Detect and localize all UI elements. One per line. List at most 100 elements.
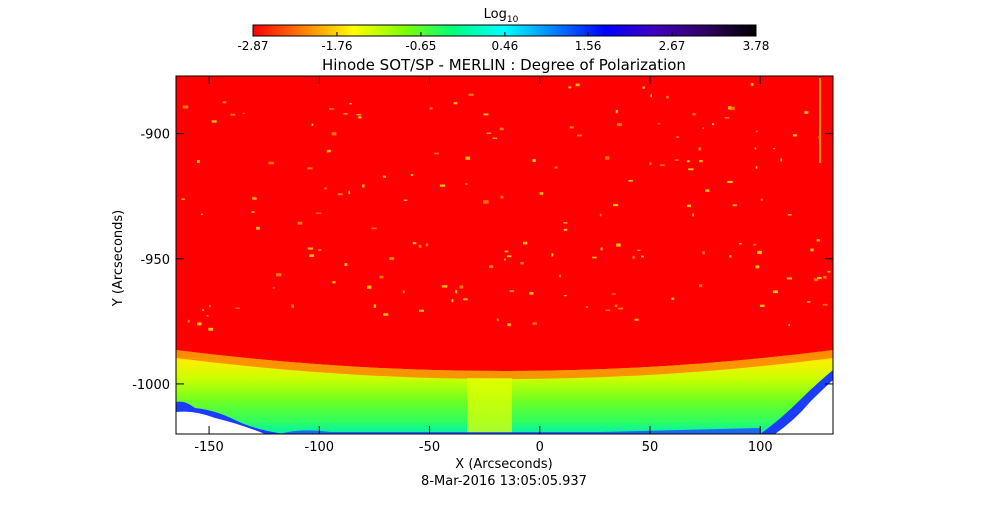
- speckle: [724, 117, 730, 119]
- speckle: [465, 183, 468, 185]
- speckle: [628, 179, 633, 182]
- speckle: [599, 213, 602, 217]
- speckle: [402, 290, 405, 293]
- colorbar-label-subscript: 10: [507, 15, 519, 25]
- speckle: [686, 160, 690, 163]
- scan-artifact: [467, 378, 512, 434]
- speckle: [792, 134, 797, 137]
- speckle: [529, 292, 534, 295]
- heatmap-image: [176, 76, 833, 434]
- speckle: [332, 281, 336, 284]
- speckle: [307, 247, 313, 250]
- speckle: [389, 257, 395, 261]
- speckle: [605, 309, 610, 312]
- speckle: [760, 198, 763, 201]
- speckle: [666, 95, 669, 99]
- speckle: [291, 304, 295, 308]
- limb-transition: [176, 350, 833, 379]
- x-tick-label: 50: [642, 440, 659, 455]
- colorbar-tick-label: 2.67: [659, 39, 686, 53]
- speckle: [702, 127, 705, 129]
- speckle: [235, 307, 240, 309]
- speckle: [705, 189, 710, 192]
- speckle: [324, 187, 327, 190]
- speckle: [348, 190, 351, 195]
- speckle: [676, 136, 679, 138]
- speckle: [558, 274, 562, 278]
- y-tick-label: -950: [140, 253, 170, 268]
- speckle: [753, 243, 757, 246]
- speckle: [211, 120, 217, 123]
- speckle: [362, 184, 365, 188]
- speckle: [554, 166, 558, 169]
- speckle: [674, 159, 679, 161]
- speckle: [818, 136, 821, 139]
- speckle: [504, 258, 506, 261]
- colorbar-tick-label: -1.76: [321, 39, 352, 53]
- x-tick-label: -150: [194, 440, 224, 455]
- speckle: [439, 184, 446, 187]
- speckle: [276, 273, 282, 277]
- speckle: [331, 132, 337, 136]
- speckle: [634, 318, 639, 321]
- x-axis-label: X (Arcseconds): [455, 457, 552, 472]
- speckle: [252, 197, 257, 200]
- speckle: [810, 248, 814, 252]
- speckle: [492, 137, 498, 139]
- speckle: [197, 322, 202, 326]
- speckle: [702, 251, 705, 255]
- speckle: [551, 253, 554, 257]
- speckle: [202, 309, 205, 311]
- speckle: [727, 180, 733, 183]
- y-axis-label: Y (Arcseconds): [111, 210, 126, 307]
- speckle: [755, 265, 760, 269]
- speckle: [326, 149, 331, 153]
- speckle: [699, 284, 703, 288]
- speckle: [499, 127, 504, 131]
- speckle: [489, 265, 494, 269]
- colorbar-tick-label: 3.78: [743, 39, 770, 53]
- speckle: [755, 166, 758, 169]
- speckle: [371, 227, 377, 230]
- off-limb-no-data-left: [176, 411, 265, 434]
- x-tick-label: 100: [748, 440, 773, 455]
- speckle: [222, 101, 227, 104]
- x-tick-label: -100: [305, 440, 335, 455]
- y-axis: -1000 -950 -900: [132, 128, 833, 393]
- speckle: [760, 304, 765, 307]
- speckle: [344, 263, 348, 267]
- speckle: [349, 102, 352, 105]
- speckle: [617, 307, 624, 310]
- speckle: [822, 303, 828, 306]
- speckle: [539, 192, 544, 195]
- x-tick-label: -50: [419, 440, 440, 455]
- x-axis: -150 -100 -50 0 50 100: [194, 76, 773, 455]
- speckle: [750, 83, 754, 86]
- y-tick-label: -1000: [132, 378, 170, 393]
- speckle: [729, 255, 732, 258]
- speckle: [316, 212, 322, 214]
- speckle: [642, 86, 645, 89]
- speckle: [732, 204, 737, 207]
- speckle: [506, 255, 512, 258]
- speckle: [441, 285, 448, 288]
- speckle: [182, 105, 189, 109]
- speckle: [465, 156, 471, 160]
- disk-speckles: [181, 83, 831, 331]
- speckle: [520, 261, 524, 265]
- speckle: [504, 250, 509, 253]
- speckle: [827, 270, 831, 273]
- speckle: [358, 116, 362, 119]
- speckle: [208, 327, 214, 331]
- speckle: [403, 199, 408, 201]
- speckle: [577, 134, 582, 137]
- speckle: [592, 256, 597, 259]
- speckle: [616, 243, 621, 247]
- speckle: [507, 323, 511, 327]
- speckle: [459, 285, 464, 289]
- speckle: [483, 113, 489, 116]
- speckle: [804, 111, 809, 114]
- speckle: [563, 222, 568, 224]
- speckle: [532, 158, 536, 162]
- speckle: [307, 167, 313, 170]
